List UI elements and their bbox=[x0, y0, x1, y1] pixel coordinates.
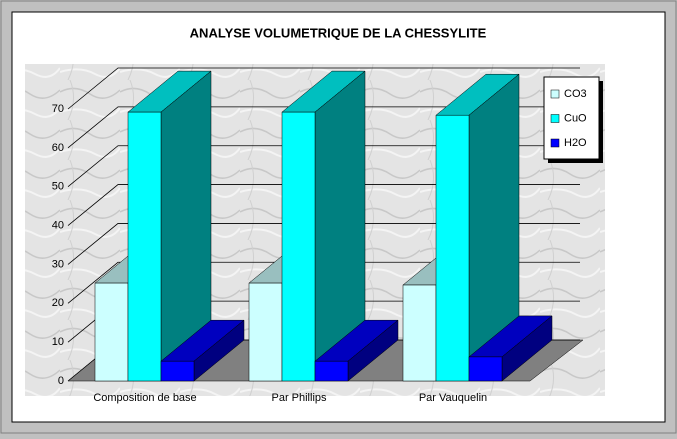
bar bbox=[160, 319, 245, 382]
bar-front bbox=[127, 111, 162, 382]
bar-front bbox=[281, 111, 316, 382]
x-tick-label: Par Phillips bbox=[271, 392, 327, 404]
bar-front bbox=[402, 284, 437, 382]
bar bbox=[314, 319, 399, 382]
legend-label: H2O bbox=[564, 137, 587, 149]
legend-swatch bbox=[550, 114, 560, 123]
y-tick-label: 50 bbox=[52, 181, 64, 193]
y-tick-label: 20 bbox=[52, 297, 64, 309]
bar bbox=[281, 70, 366, 382]
bar-front bbox=[314, 360, 349, 382]
bar-front bbox=[435, 114, 470, 382]
bar-front bbox=[468, 356, 503, 382]
legend-swatch bbox=[550, 89, 560, 99]
y-tick-label: 10 bbox=[52, 336, 64, 348]
legend-swatch bbox=[550, 138, 560, 148]
legend-label: CuO bbox=[564, 112, 587, 124]
bar-front bbox=[160, 360, 195, 382]
bar bbox=[435, 73, 520, 382]
bar bbox=[127, 70, 212, 382]
x-tick-label: Par Vauquelin bbox=[419, 392, 487, 404]
bar bbox=[468, 315, 553, 382]
y-tick-label: 60 bbox=[52, 142, 64, 154]
bar-front bbox=[248, 282, 283, 382]
y-tick-label: 40 bbox=[52, 219, 64, 231]
grid-line bbox=[67, 223, 580, 265]
grid-line bbox=[67, 261, 580, 304]
x-tick-label: Composition de base bbox=[93, 392, 196, 404]
y-tick-label: 0 bbox=[58, 375, 64, 387]
grid-line bbox=[67, 67, 580, 110]
bar-front bbox=[94, 282, 129, 382]
grid-line bbox=[67, 184, 580, 226]
chart-title: ANALYSE VOLUMETRIQUE DE LA CHESSYLITE bbox=[190, 25, 487, 40]
grid-line bbox=[67, 145, 580, 188]
legend-label: CO3 bbox=[564, 88, 587, 100]
y-tick-label: 30 bbox=[52, 258, 64, 270]
y-tick-label: 70 bbox=[52, 103, 64, 115]
grid-line bbox=[67, 106, 580, 149]
